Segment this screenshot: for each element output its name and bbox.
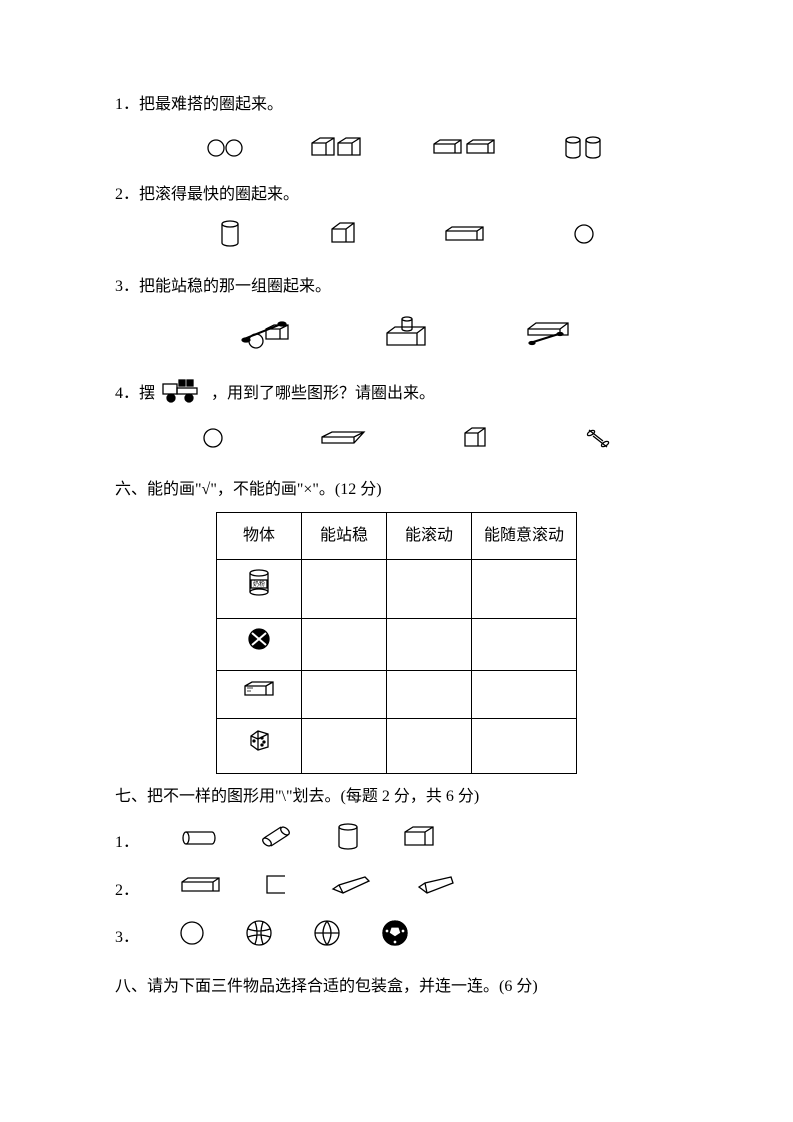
group2-icon bbox=[377, 311, 437, 362]
truck-icon bbox=[159, 374, 207, 415]
col-stable: 能站稳 bbox=[301, 512, 386, 559]
s7-1-num: 1． bbox=[115, 828, 139, 858]
square-open-icon bbox=[263, 873, 289, 908]
cuboid-icon bbox=[179, 875, 223, 906]
cylinders-icon bbox=[563, 135, 607, 161]
cuboids-icon bbox=[431, 137, 501, 159]
question-4: 4． 摆 ，用到了哪些图形？请圈出来。 bbox=[115, 374, 678, 415]
seven-title: 七、把不一样的图形用"\"划去。(每题 2 分，共 6 分) bbox=[115, 788, 479, 805]
cubes-icon bbox=[308, 135, 368, 161]
question-3: 3．把能站稳的那一组圈起来。 bbox=[115, 272, 678, 302]
s7-2-num: 2． bbox=[115, 876, 139, 906]
cube-icon bbox=[461, 425, 489, 462]
q7-3: 3． bbox=[115, 919, 678, 958]
q4-shapes bbox=[115, 421, 678, 475]
eight-title: 八、请为下面三件物品选择合适的包装盒，并连一连。(6 分) bbox=[115, 978, 538, 995]
q1-text: 把最难搭的圈起来。 bbox=[139, 96, 283, 113]
cylinder-icon bbox=[583, 427, 611, 460]
question-2: 2．把滚得最快的圈起来。 bbox=[115, 180, 678, 210]
cuboid-tilt2-icon bbox=[413, 873, 457, 908]
q1-num: 1． bbox=[115, 96, 139, 113]
spheres-icon bbox=[206, 137, 246, 159]
volleyball-icon bbox=[245, 919, 273, 958]
six-title: 六、能的画"√"，不能的画"×"。(12 分) bbox=[115, 481, 382, 498]
cylinder-tilt-icon bbox=[259, 824, 295, 861]
soccer-ball-icon bbox=[381, 919, 409, 958]
table-row: 奶粉 bbox=[216, 560, 576, 618]
question-1: 1．把最难搭的圈起来。 bbox=[115, 90, 678, 120]
cylinder-standing-icon bbox=[335, 822, 361, 863]
q2-text: 把滚得最快的圈起来。 bbox=[139, 186, 299, 203]
flat-cuboid-icon bbox=[318, 428, 368, 458]
q7-1: 1． bbox=[115, 822, 678, 863]
q3-num: 3． bbox=[115, 278, 139, 295]
col-roll: 能滚动 bbox=[386, 512, 471, 559]
table-row bbox=[216, 719, 576, 773]
q4-post: ，用到了哪些图形？请圈出来。 bbox=[211, 379, 435, 409]
q3-shapes bbox=[115, 309, 678, 374]
svg-text:奶粉: 奶粉 bbox=[253, 580, 265, 588]
beachball-icon bbox=[313, 919, 341, 958]
q2-num: 2． bbox=[115, 186, 139, 203]
q7-2: 2． bbox=[115, 873, 678, 908]
q1-shapes bbox=[115, 126, 678, 180]
ball-icon bbox=[216, 618, 301, 670]
box-icon bbox=[216, 670, 301, 718]
s7-3-num: 3． bbox=[115, 923, 139, 953]
table-row bbox=[216, 618, 576, 670]
group3-icon bbox=[518, 311, 578, 362]
properties-table: 物体 能站稳 能滚动 能随意滚动 奶粉 bbox=[216, 512, 577, 774]
sphere-icon bbox=[202, 427, 224, 460]
cylinder-lying-icon bbox=[179, 828, 219, 858]
cuboid-tilt-icon bbox=[329, 873, 373, 908]
sphere-icon bbox=[573, 223, 595, 256]
cuboid-icon bbox=[401, 824, 437, 861]
q4-num: 4． bbox=[115, 379, 139, 409]
q4-pre: 摆 bbox=[139, 379, 155, 409]
section-6: 六、能的画"√"，不能的画"×"。(12 分) bbox=[115, 475, 678, 505]
col-object: 物体 bbox=[216, 512, 301, 559]
cube-icon bbox=[328, 220, 358, 259]
cylinder-icon bbox=[218, 219, 242, 260]
q3-text: 把能站稳的那一组圈起来。 bbox=[139, 278, 331, 295]
q2-shapes bbox=[115, 217, 678, 272]
group1-icon bbox=[236, 311, 296, 362]
milk-can-icon: 奶粉 bbox=[216, 560, 301, 618]
dice-icon bbox=[216, 719, 301, 773]
section-8: 八、请为下面三件物品选择合适的包装盒，并连一连。(6 分) bbox=[115, 972, 678, 1002]
cuboid-icon bbox=[443, 224, 487, 255]
table-row bbox=[216, 670, 576, 718]
col-roll-any: 能随意滚动 bbox=[471, 512, 576, 559]
circle-icon bbox=[179, 920, 205, 957]
section-7: 七、把不一样的图形用"\"划去。(每题 2 分，共 6 分) bbox=[115, 782, 678, 812]
